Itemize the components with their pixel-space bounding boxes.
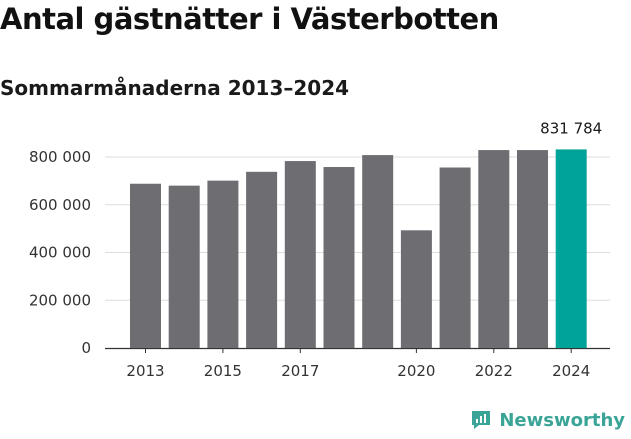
y-tick-label: 600 000 <box>29 196 91 214</box>
bar <box>284 161 316 348</box>
bar <box>323 167 355 348</box>
brand-name: Newsworthy <box>499 409 625 431</box>
chart-subtitle: Sommarmånaderna 2013–2024 <box>0 76 350 100</box>
bar-highlight <box>555 149 587 348</box>
bar <box>207 180 239 348</box>
bar <box>362 155 394 348</box>
x-tick-label: 2022 <box>475 362 513 380</box>
y-tick-label: 800 000 <box>29 148 91 166</box>
annotations: 831 784 <box>540 119 602 137</box>
y-tick-label: 200 000 <box>29 291 91 309</box>
bar <box>130 183 161 348</box>
bar <box>439 167 471 348</box>
y-tick-label: 400 000 <box>29 244 91 262</box>
bars <box>130 149 587 348</box>
bar <box>246 171 278 348</box>
x-axis-labels: 2013 2015 2017 2020 2022 2024 <box>126 348 590 380</box>
x-tick-label: 2024 <box>552 362 590 380</box>
y-axis-labels: 0 200 000 400 000 600 000 800 000 <box>29 148 91 357</box>
chart-title: Antal gästnätter i Västerbotten <box>0 2 499 36</box>
bar <box>478 150 510 348</box>
newsworthy-brand: Newsworthy <box>469 408 625 432</box>
y-tick-label: 0 <box>81 339 91 357</box>
x-tick-label: 2015 <box>204 362 242 380</box>
x-tick-label: 2020 <box>397 362 435 380</box>
bar <box>168 185 200 348</box>
x-tick-label: 2017 <box>281 362 319 380</box>
bar <box>517 150 548 348</box>
value-annotation: 831 784 <box>540 119 602 137</box>
newsworthy-logo-icon <box>472 411 491 429</box>
x-tick-label: 2013 <box>126 362 164 380</box>
bar <box>400 230 432 348</box>
